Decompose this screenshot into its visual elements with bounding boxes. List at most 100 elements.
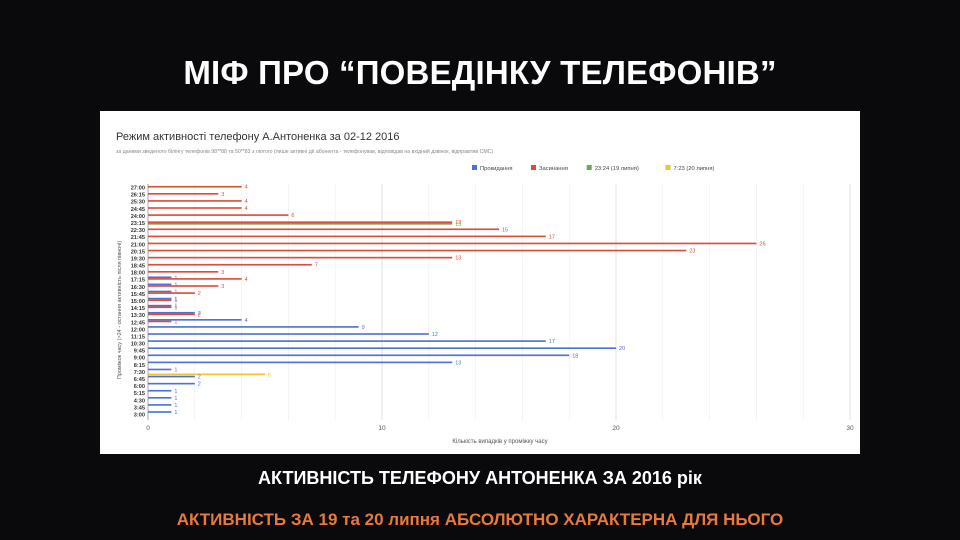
data-label: 2 <box>198 311 201 317</box>
chart-bars: 4344613131517262313731413121111224191217… <box>148 185 766 416</box>
bar <box>148 319 242 321</box>
legend-swatch <box>531 165 536 170</box>
data-label: 6 <box>291 213 294 219</box>
data-label: 12 <box>432 332 438 338</box>
bar <box>148 223 453 225</box>
bar <box>148 263 312 266</box>
slide-title: МІФ ПРО “ПОВЕДІНКУ ТЕЛЕФОНІВ” <box>183 54 777 91</box>
bar <box>148 354 570 357</box>
data-label: 4 <box>245 185 248 191</box>
data-label: 4 <box>245 199 248 205</box>
bar <box>148 397 172 399</box>
data-label: 1 <box>174 297 177 303</box>
data-label: 4 <box>245 206 248 212</box>
legend-label: 7:23 (20 липня) <box>674 166 715 172</box>
data-label: 20 <box>619 346 625 352</box>
x-tick-label: 30 <box>846 425 854 432</box>
data-label: 3 <box>221 192 224 198</box>
bar <box>148 185 242 188</box>
bar <box>148 326 359 328</box>
y-tick-label: 21:45 <box>131 235 145 241</box>
data-label: 1 <box>174 298 177 304</box>
y-tick-label: 22:30 <box>131 228 145 234</box>
caption-main: АКТИВНІСТЬ ТЕЛЕФОНУ АНТОНЕНКА ЗА 2016 рі… <box>258 468 702 488</box>
activity-bar-chart: Режим активності телефону А.Антоненка за… <box>116 131 854 445</box>
legend-swatch <box>472 165 477 170</box>
y-tick-label: 18:45 <box>131 264 145 270</box>
y-tick-label: 7:30 <box>134 370 145 376</box>
y-tick-label: 3:45 <box>134 405 145 411</box>
bar <box>148 200 242 202</box>
data-label: 9 <box>362 325 365 331</box>
bar <box>148 292 195 294</box>
y-tick-label: 26:15 <box>131 193 145 199</box>
y-tick-label: 23:15 <box>131 221 145 227</box>
legend-swatch <box>586 165 592 170</box>
x-axis-label: Кількість випадків у проміжку часу <box>452 439 547 445</box>
bar <box>148 299 172 301</box>
bar <box>148 207 242 209</box>
y-tick-label: 13:30 <box>131 313 145 319</box>
y-tick-label: 16:30 <box>131 285 145 291</box>
data-label: 3 <box>221 270 224 276</box>
chart-panel: Режим активності телефону А.Антоненка за… <box>100 111 860 454</box>
y-tick-label: 9:00 <box>134 356 145 362</box>
y-tick-label: 19:30 <box>131 256 145 262</box>
y-tick-label: 17:15 <box>131 278 145 284</box>
bar <box>148 389 172 392</box>
chart-subtitle: за даними зведеного білінгу телефонів 98… <box>116 148 493 155</box>
legend-label: Прокидання <box>480 166 513 172</box>
chart-grid <box>147 184 851 420</box>
bar <box>148 306 172 309</box>
bar <box>148 221 453 223</box>
data-label: 2 <box>198 312 201 318</box>
y-tick-label: 27:00 <box>131 186 145 192</box>
data-label: 17 <box>549 234 555 240</box>
y-tick-label: 11:15 <box>131 334 145 340</box>
data-label: 18 <box>572 353 578 359</box>
bar <box>148 347 616 350</box>
data-label: 3 <box>221 284 224 290</box>
bar <box>148 283 172 286</box>
bar <box>148 375 195 378</box>
x-tick-label: 10 <box>378 425 386 432</box>
bar <box>148 214 289 216</box>
y-tick-label: 15:45 <box>131 292 145 298</box>
bar <box>148 304 172 307</box>
data-label: 2 <box>198 382 201 388</box>
y-tick-label: 24:45 <box>131 207 145 213</box>
bar <box>148 373 265 376</box>
y-axis-label: Проміжок часу (>24 - остання активність … <box>117 241 123 379</box>
data-label: 23 <box>689 249 695 255</box>
y-tick-label: 12:45 <box>131 320 145 326</box>
bar <box>148 404 172 406</box>
x-tick-label: 20 <box>612 425 620 432</box>
y-tick-label: 15:00 <box>131 299 145 305</box>
bar <box>148 271 219 273</box>
data-label: 1 <box>174 304 177 310</box>
data-label: 2 <box>198 291 201 297</box>
bar <box>148 361 453 364</box>
data-label: 13 <box>455 222 461 228</box>
data-label: 26 <box>759 241 765 247</box>
y-tick-label: 18:00 <box>131 271 145 277</box>
y-tick-labels: 27:0026:1525:3024:4524:0023:1522:3021:45… <box>131 186 145 419</box>
data-label: 2 <box>198 375 201 381</box>
data-label: 13 <box>455 220 461 226</box>
data-label: 1 <box>174 410 177 416</box>
y-tick-label: 4:30 <box>134 398 145 404</box>
bar <box>148 235 546 238</box>
y-tick-label: 24:00 <box>131 214 145 220</box>
bar <box>148 193 219 195</box>
bar <box>148 297 172 300</box>
y-tick-label: 9:45 <box>134 349 145 355</box>
data-label: 13 <box>455 360 461 366</box>
data-label: 7 <box>315 263 318 269</box>
caption-note: АКТИВНІСТЬ ЗА 19 та 20 липня АБСОЛЮТНО Х… <box>176 510 784 529</box>
data-label: 1 <box>174 305 177 311</box>
data-label: 4 <box>245 277 248 283</box>
data-label: 1 <box>174 389 177 395</box>
data-label: 4 <box>245 318 248 324</box>
data-label: 1 <box>174 367 177 373</box>
y-tick-label: 21:00 <box>131 242 145 248</box>
